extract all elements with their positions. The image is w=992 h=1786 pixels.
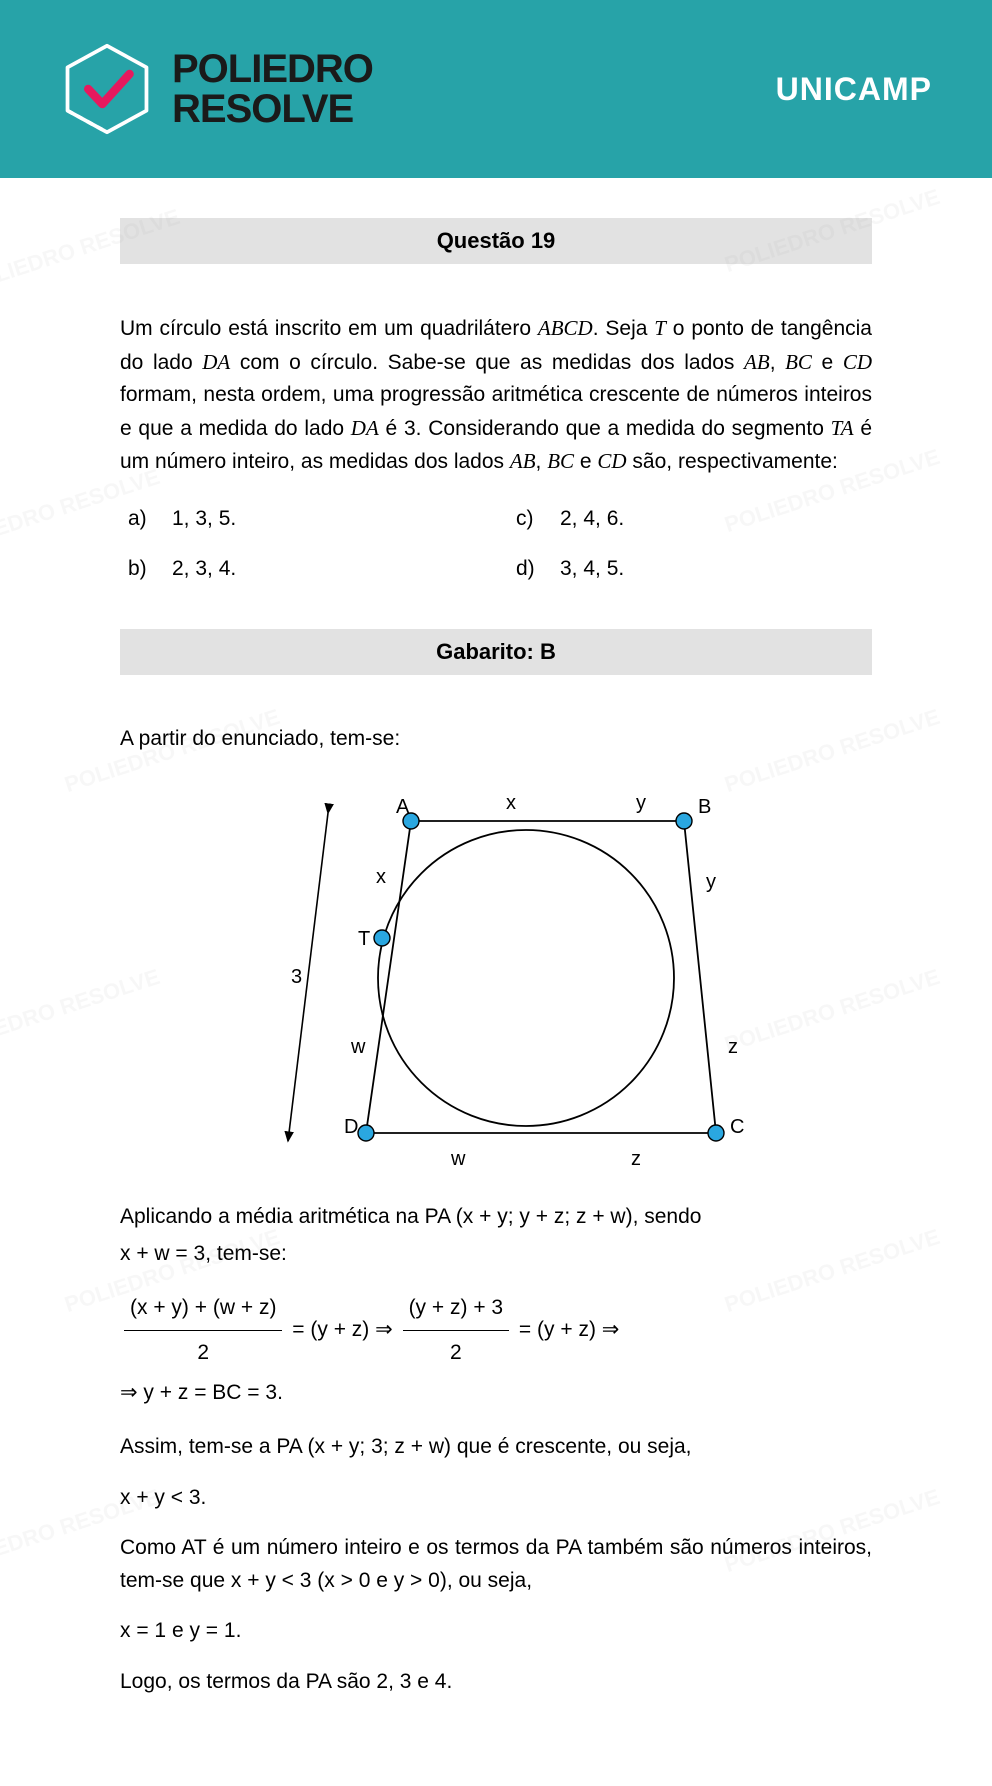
eq-mid-1: = (y + z) ⇒: [286, 1318, 398, 1341]
svg-text:x: x: [506, 792, 516, 814]
frac-1-den: 2: [124, 1331, 282, 1373]
svg-text:z: z: [728, 1036, 738, 1058]
qt-22: são, respectivamente:: [627, 450, 838, 473]
qt-1: ABCD: [538, 316, 593, 340]
option-c-label: c): [516, 507, 544, 531]
svg-text:C: C: [730, 1116, 744, 1138]
svg-text:z: z: [631, 1148, 641, 1170]
brand-logo-block: POLIEDRO RESOLVE: [60, 42, 373, 136]
qt-17: AB: [510, 449, 536, 473]
page-content: POLIEDRO RESOLVE POLIEDRO RESOLVE POLIED…: [0, 178, 992, 1776]
solution-intro: A partir do enunciado, tem-se:: [120, 723, 872, 756]
answer-bar: Gabarito: B: [120, 629, 872, 675]
solution-p3: x + y < 3.: [120, 1482, 872, 1515]
svg-text:B: B: [698, 796, 711, 818]
qt-13: DA: [351, 416, 379, 440]
qt-19: BC: [547, 449, 574, 473]
svg-text:w: w: [350, 1036, 366, 1058]
qt-0: Um círculo está inscrito em um quadrilát…: [120, 317, 538, 340]
solution-p5: x = 1 e y = 1.: [120, 1615, 872, 1648]
brand-text: POLIEDRO RESOLVE: [172, 49, 373, 129]
qt-6: com o círculo. Sabe-se que as medidas do…: [230, 351, 744, 374]
qt-21: CD: [597, 449, 626, 473]
option-a-label: a): [128, 507, 156, 531]
svg-text:T: T: [358, 928, 370, 950]
brand-line-1: POLIEDRO: [172, 49, 373, 89]
hexagon-check-icon: [60, 42, 154, 136]
qt-2: . Seja: [593, 317, 655, 340]
solution-equation: (x + y) + (w + z) 2 = (y + z) ⇒ (y + z) …: [120, 1288, 872, 1413]
qt-10: e: [812, 351, 843, 374]
qt-20: e: [574, 450, 597, 473]
solution-p1b: x + w = 3, tem-se:: [120, 1238, 872, 1271]
svg-text:y: y: [706, 871, 716, 893]
solution-p6: Logo, os termos da PA são 2, 3 e 4.: [120, 1666, 872, 1699]
svg-text:A: A: [396, 796, 410, 818]
svg-text:w: w: [450, 1148, 466, 1170]
solution-p1a: Aplicando a média aritmética na PA (x + …: [120, 1201, 872, 1234]
solution-p2: Assim, tem-se a PA (x + y; 3; z + w) que…: [120, 1431, 872, 1464]
option-a: a) 1, 3, 5.: [128, 507, 476, 531]
brand-line-2: RESOLVE: [172, 89, 373, 129]
exam-name: UNICAMP: [776, 71, 932, 108]
frac-1-num: (x + y) + (w + z): [124, 1288, 282, 1331]
svg-text:y: y: [636, 792, 646, 814]
option-c: c) 2, 4, 6.: [516, 507, 864, 531]
qt-14: é 3. Considerando que a medida do segmen…: [379, 417, 831, 440]
diagram-container: 3 A B C D Tx y x y w z w z: [120, 773, 872, 1173]
solution-p4: Como AT é um número inteiro e os termos …: [120, 1532, 872, 1597]
option-b: b) 2, 3, 4.: [128, 557, 476, 581]
geometry-diagram: 3 A B C D Tx y x y w z w z: [236, 773, 756, 1173]
option-d-label: d): [516, 557, 544, 581]
frac-2-den: 2: [403, 1331, 510, 1373]
qt-15: TA: [831, 416, 854, 440]
svg-text:x: x: [376, 866, 386, 888]
qt-5: DA: [202, 350, 230, 374]
options-grid: a) 1, 3, 5. c) 2, 4, 6. b) 2, 3, 4. d) 3…: [120, 507, 872, 581]
qt-11: CD: [843, 350, 872, 374]
qt-8: ,: [770, 351, 785, 374]
question-text: Um círculo está inscrito em um quadrilát…: [120, 312, 872, 479]
question-title-bar: Questão 19: [120, 218, 872, 264]
option-b-text: 2, 3, 4.: [172, 557, 236, 581]
option-a-text: 1, 3, 5.: [172, 507, 236, 531]
qt-3: T: [654, 316, 666, 340]
option-b-label: b): [128, 557, 156, 581]
eq-mid-2: = (y + z) ⇒: [513, 1318, 619, 1341]
qt-9: BC: [785, 350, 812, 374]
qt-18: ,: [536, 450, 548, 473]
frac-2: (y + z) + 3 2: [403, 1288, 510, 1373]
eq-line-2: ⇒ y + z = BC = 3.: [120, 1381, 283, 1404]
option-d-text: 3, 4, 5.: [560, 557, 624, 581]
qt-7: AB: [744, 350, 770, 374]
svg-text:D: D: [344, 1116, 358, 1138]
page-header: POLIEDRO RESOLVE UNICAMP: [0, 0, 992, 178]
frac-2-num: (y + z) + 3: [403, 1288, 510, 1331]
option-d: d) 3, 4, 5.: [516, 557, 864, 581]
svg-text:3: 3: [291, 966, 302, 988]
frac-1: (x + y) + (w + z) 2: [124, 1288, 282, 1373]
option-c-text: 2, 4, 6.: [560, 507, 624, 531]
